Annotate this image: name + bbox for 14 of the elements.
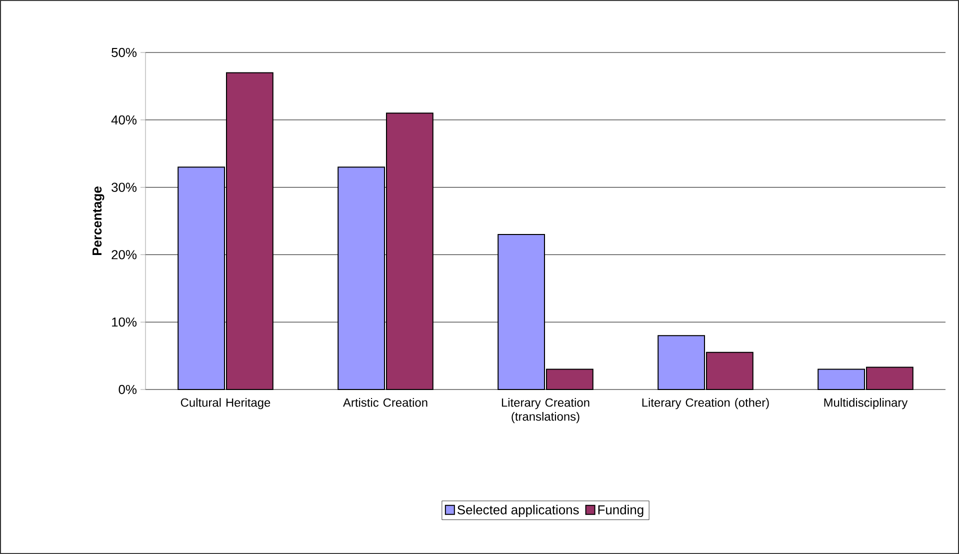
y-tick-label: 30% (112, 182, 137, 192)
legend-label: Funding (598, 504, 644, 517)
x-tick-label: Literary Creation (translations) (502, 398, 590, 424)
y-tick-label: 50% (112, 48, 137, 58)
y-tick-label: 0% (118, 384, 137, 394)
x-tick-label: Artistic Creation (342, 398, 428, 407)
x-tick-label: Multidisciplinary (824, 398, 908, 410)
x-tick-label: Cultural Heritage (180, 398, 270, 410)
y-tick-label: 40% (111, 115, 137, 124)
y-axis-title: Percentage (92, 186, 104, 256)
y-tick-label: 10% (112, 318, 137, 327)
x-tick-label: Literary Creation (other) (642, 398, 769, 410)
legend-label: Selected applications (458, 504, 579, 517)
y-tick-label: 20% (112, 250, 137, 260)
